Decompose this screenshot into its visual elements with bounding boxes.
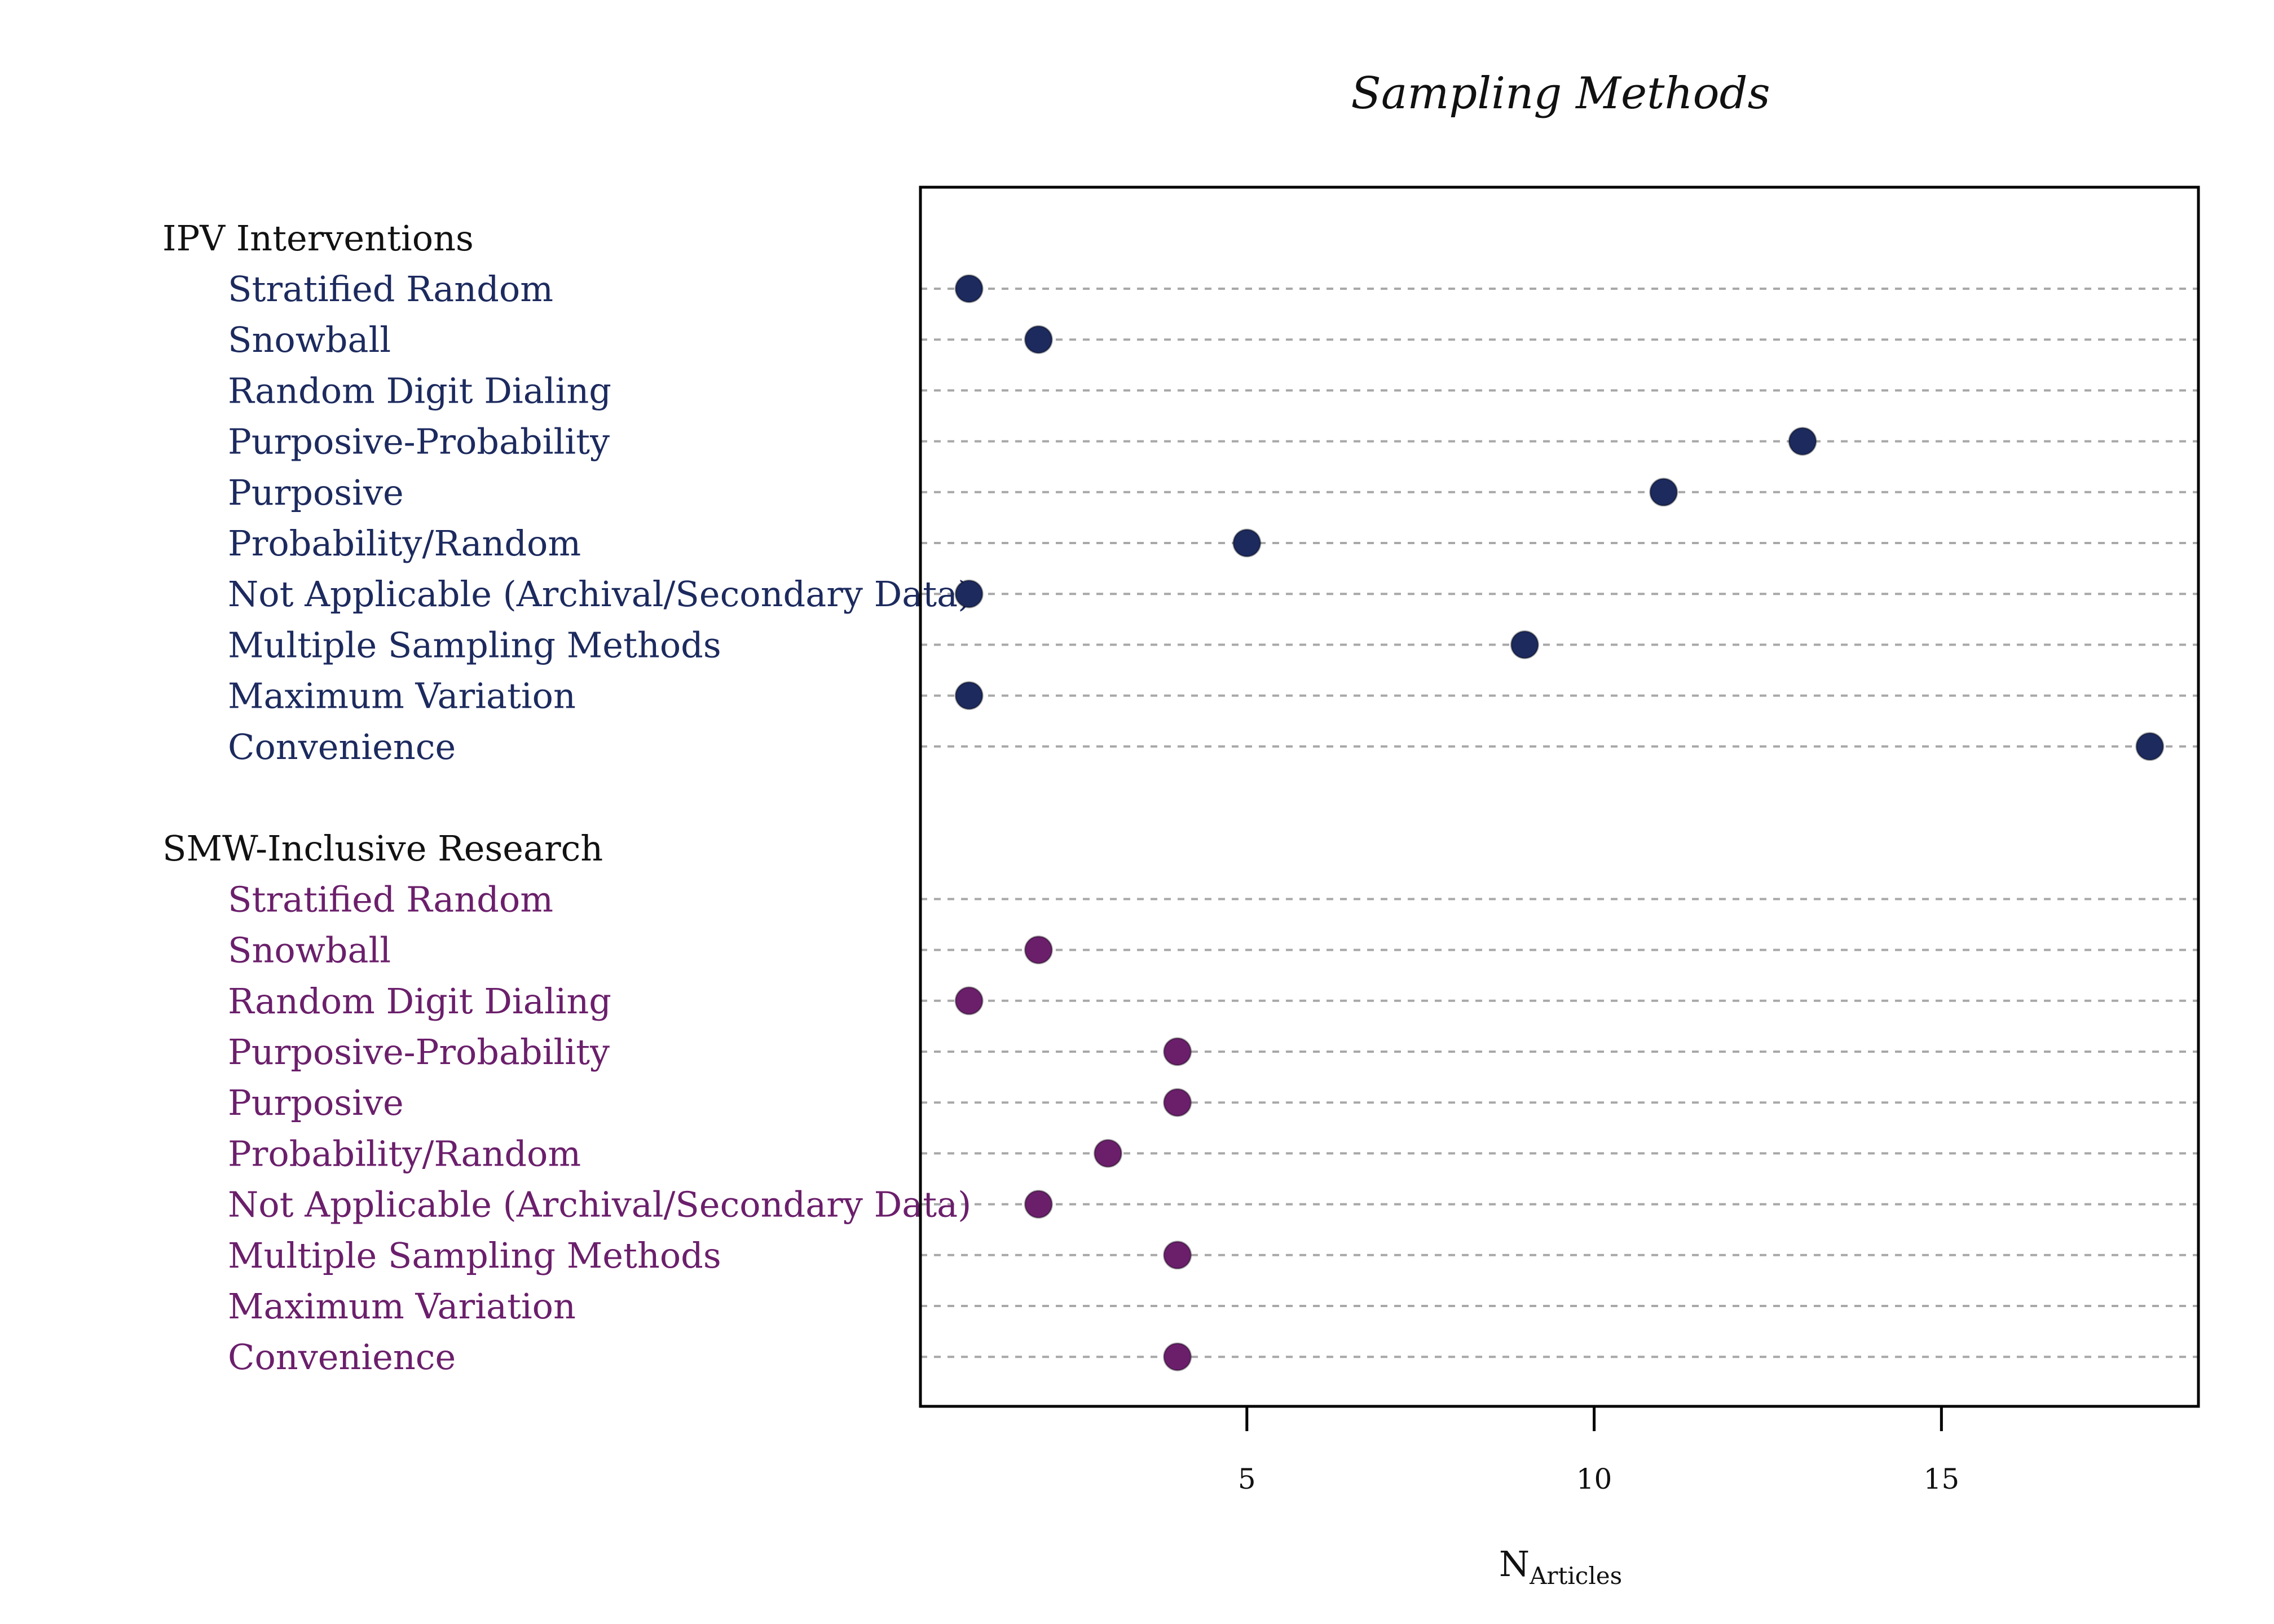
point-smw-inclusive-research-multiple-sampling-methods xyxy=(1163,1241,1192,1270)
point-smw-inclusive-research-purposive xyxy=(1163,1088,1192,1117)
category-label-smw-inclusive-research-purposive: Purposive xyxy=(228,1082,404,1123)
point-ipv-interventions-purposive xyxy=(1649,478,1678,507)
category-label-smw-inclusive-research-stratified-random: Stratified Random xyxy=(228,879,553,920)
category-label-ipv-interventions-purposive-probability: Purposive-Probability xyxy=(228,421,610,462)
x-tick-label-5: 5 xyxy=(1238,1463,1256,1495)
group-label-smw-inclusive-research: SMW-Inclusive Research xyxy=(162,828,603,869)
data-points xyxy=(954,274,2165,1371)
category-label-smw-inclusive-research-maximum-variation: Maximum Variation xyxy=(228,1286,576,1327)
point-ipv-interventions-purposive-probability xyxy=(1788,427,1817,456)
plot-frame xyxy=(919,186,2200,1408)
x-axis-label: NArticles xyxy=(1499,1543,1622,1590)
point-smw-inclusive-research-probability-random xyxy=(1094,1138,1123,1168)
category-label-ipv-interventions-not-applicable-archival-secondary-data: Not Applicable (Archival/Secondary Data) xyxy=(228,573,971,615)
category-label-ipv-interventions-purposive: Purposive xyxy=(228,472,404,513)
point-ipv-interventions-convenience xyxy=(2135,732,2165,761)
x-tick-label-10: 10 xyxy=(1576,1463,1612,1495)
point-ipv-interventions-stratified-random xyxy=(954,274,984,303)
category-label-ipv-interventions-multiple-sampling-methods: Multiple Sampling Methods xyxy=(228,624,721,665)
point-ipv-interventions-maximum-variation xyxy=(954,681,984,710)
point-smw-inclusive-research-not-applicable-archival-secondary-data xyxy=(1024,1190,1053,1219)
point-ipv-interventions-not-applicable-archival-secondary-data xyxy=(954,579,984,608)
category-label-smw-inclusive-research-convenience: Convenience xyxy=(228,1336,456,1378)
category-label-smw-inclusive-research-multiple-sampling-methods: Multiple Sampling Methods xyxy=(228,1235,721,1276)
gridlines xyxy=(920,288,2198,1358)
category-label-ipv-interventions-snowball: Snowball xyxy=(228,319,391,360)
point-smw-inclusive-research-snowball xyxy=(1024,935,1053,965)
category-label-ipv-interventions-convenience: Convenience xyxy=(228,726,456,767)
category-label-ipv-interventions-maximum-variation: Maximum Variation xyxy=(228,676,576,717)
row-labels: IPV Interventions Stratified Random Snowba… xyxy=(162,218,971,1378)
point-ipv-interventions-snowball xyxy=(1024,325,1053,354)
point-ipv-interventions-multiple-sampling-methods xyxy=(1510,630,1539,659)
category-label-smw-inclusive-research-snowball: Snowball xyxy=(228,930,391,971)
chart-title: Sampling Methods xyxy=(1351,68,1770,119)
category-label-ipv-interventions-probability-random: Probability/Random xyxy=(228,523,581,564)
category-label-smw-inclusive-research-purposive-probability: Purposive-Probability xyxy=(228,1031,610,1073)
point-smw-inclusive-research-convenience xyxy=(1163,1342,1192,1371)
x-axis-label-main: N xyxy=(1499,1543,1530,1585)
x-axis: 5 10 15 xyxy=(1238,1406,1959,1495)
category-label-ipv-interventions-stratified-random: Stratified Random xyxy=(228,268,553,310)
category-label-ipv-interventions-random-digit-dialing: Random Digit Dialing xyxy=(228,370,611,411)
category-label-smw-inclusive-research-not-applicable-archival-secondary-data: Not Applicable (Archival/Secondary Data) xyxy=(228,1184,971,1225)
x-tick-label-15: 15 xyxy=(1924,1463,1960,1495)
point-smw-inclusive-research-random-digit-dialing xyxy=(954,986,984,1016)
x-axis-label-subscript: Articles xyxy=(1529,1562,1622,1590)
point-smw-inclusive-research-purposive-probability xyxy=(1163,1037,1192,1066)
category-label-smw-inclusive-research-random-digit-dialing: Random Digit Dialing xyxy=(228,981,611,1022)
category-label-smw-inclusive-research-probability-random: Probability/Random xyxy=(228,1133,581,1174)
point-ipv-interventions-probability-random xyxy=(1232,528,1262,558)
group-label-ipv-interventions: IPV Interventions xyxy=(162,218,474,259)
